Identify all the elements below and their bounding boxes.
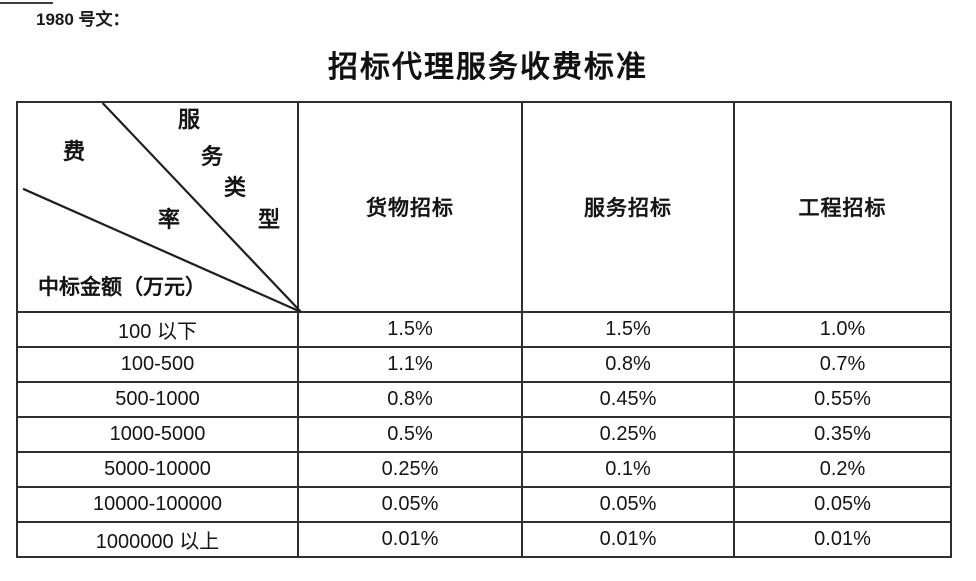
rate-cell: 0.8% [521, 346, 735, 383]
rate-cell: 0.5% [297, 416, 523, 453]
rate-char: 率 [158, 207, 181, 233]
page-title: 招标代理服务收费标准 [328, 50, 648, 85]
rate-cell: 0.05% [733, 486, 952, 523]
amount-range-cell: 10000-100000 [16, 486, 299, 523]
table-row: 5000-10000 0.25% 0.1% 0.2% [16, 451, 952, 488]
page-edge-mark [0, 2, 53, 4]
rate-cell: 0.05% [297, 486, 523, 523]
rate-cell: 0.05% [521, 486, 735, 523]
rate-cell: 0.2% [733, 451, 952, 488]
table-row: 1000-5000 0.5% 0.25% 0.35% [16, 416, 952, 453]
rate-cell: 0.35% [733, 416, 952, 453]
rate-cell: 0.8% [297, 381, 523, 418]
rate-cell: 0.01% [521, 521, 735, 558]
rate-cell: 0.25% [297, 451, 523, 488]
rate-cell: 1.5% [297, 311, 523, 348]
rate-cell: 0.25% [521, 416, 735, 453]
rate-cell: 1.1% [297, 346, 523, 383]
table-row: 100-500 1.1% 0.8% 0.7% [16, 346, 952, 383]
doc-number-label: 1980 号文： [36, 10, 130, 29]
amount-range-cell: 100 以下 [16, 311, 299, 348]
amount-range-cell: 5000-10000 [16, 451, 299, 488]
type-char: 型 [258, 207, 281, 233]
amount-range-cell: 100-500 [16, 346, 299, 383]
type-char: 务 [201, 144, 224, 170]
rate-cell: 0.55% [733, 381, 952, 418]
fee-standard-table: 费 服 务 类 型 率 中标金额（万元） 货物招标 服务招标 工程招标 100 … [16, 101, 952, 558]
rate-cell: 0.1% [521, 451, 735, 488]
table-row: 500-1000 0.8% 0.45% 0.55% [16, 381, 952, 418]
amount-range-cell: 1000-5000 [16, 416, 299, 453]
row-axis-label: 中标金额（万元） [38, 274, 206, 299]
table-row: 10000-100000 0.05% 0.05% 0.05% [16, 486, 952, 523]
rate-cell: 0.01% [733, 521, 952, 558]
column-header-engineering: 工程招标 [733, 101, 952, 313]
rate-cell: 0.01% [297, 521, 523, 558]
rate-cell: 1.0% [733, 311, 952, 348]
column-header-service: 服务招标 [521, 101, 735, 313]
rate-cell: 0.45% [521, 381, 735, 418]
amount-range-cell: 500-1000 [16, 381, 299, 418]
amount-range-cell: 1000000 以上 [16, 521, 299, 558]
fee-char: 费 [63, 139, 86, 165]
rate-cell: 0.7% [733, 346, 952, 383]
diagonal-header-cell: 费 服 务 类 型 率 中标金额（万元） [16, 101, 302, 314]
type-char: 类 [224, 175, 247, 201]
type-char: 服 [178, 107, 201, 133]
table-row: 1000000 以上 0.01% 0.01% 0.01% [16, 521, 952, 558]
diagonal-divider-lines [22, 102, 302, 314]
table-row: 100 以下 1.5% 1.5% 1.0% [16, 311, 952, 348]
table-header-row: 费 服 务 类 型 率 中标金额（万元） 货物招标 服务招标 工程招标 [16, 101, 952, 314]
column-header-goods: 货物招标 [297, 101, 523, 313]
rate-cell: 1.5% [521, 311, 735, 348]
